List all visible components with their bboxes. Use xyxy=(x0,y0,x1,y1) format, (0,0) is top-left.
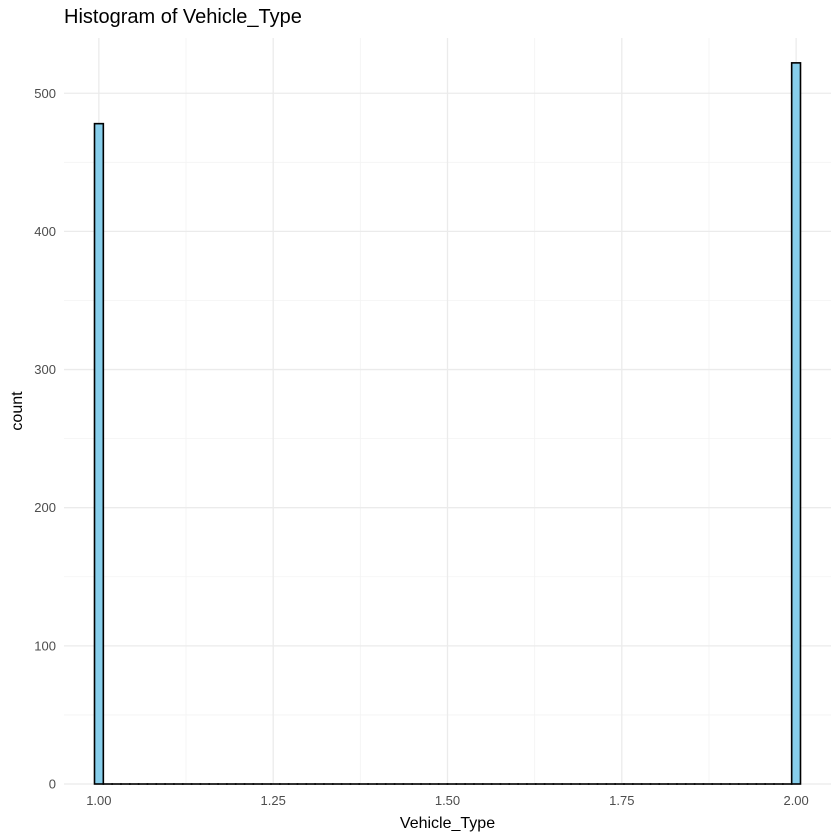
y-tick-label: 200 xyxy=(34,500,56,515)
y-tick-label: 500 xyxy=(34,86,56,101)
y-tick-labels: 0 100 200 300 400 500 xyxy=(34,86,56,792)
y-tick-label: 100 xyxy=(34,638,56,653)
x-tick-labels: 1.00 1.25 1.50 1.75 2.00 xyxy=(86,793,809,808)
y-tick-label: 0 xyxy=(49,777,56,792)
y-tick-label: 300 xyxy=(34,362,56,377)
y-axis-label: count xyxy=(9,391,26,431)
x-tick-label: 1.00 xyxy=(86,793,111,808)
x-tick-label: 1.50 xyxy=(435,793,460,808)
histogram-bar xyxy=(93,122,105,785)
histogram-bar xyxy=(790,62,802,785)
chart-title: Histogram of Vehicle_Type xyxy=(64,6,302,28)
x-tick-label: 1.25 xyxy=(261,793,286,808)
y-tick-label: 400 xyxy=(34,224,56,239)
x-axis-label: Vehicle_Type xyxy=(400,815,495,832)
grid xyxy=(64,38,831,785)
bars xyxy=(93,62,802,785)
x-tick-label: 1.75 xyxy=(609,793,634,808)
x-tick-label: 2.00 xyxy=(783,793,808,808)
